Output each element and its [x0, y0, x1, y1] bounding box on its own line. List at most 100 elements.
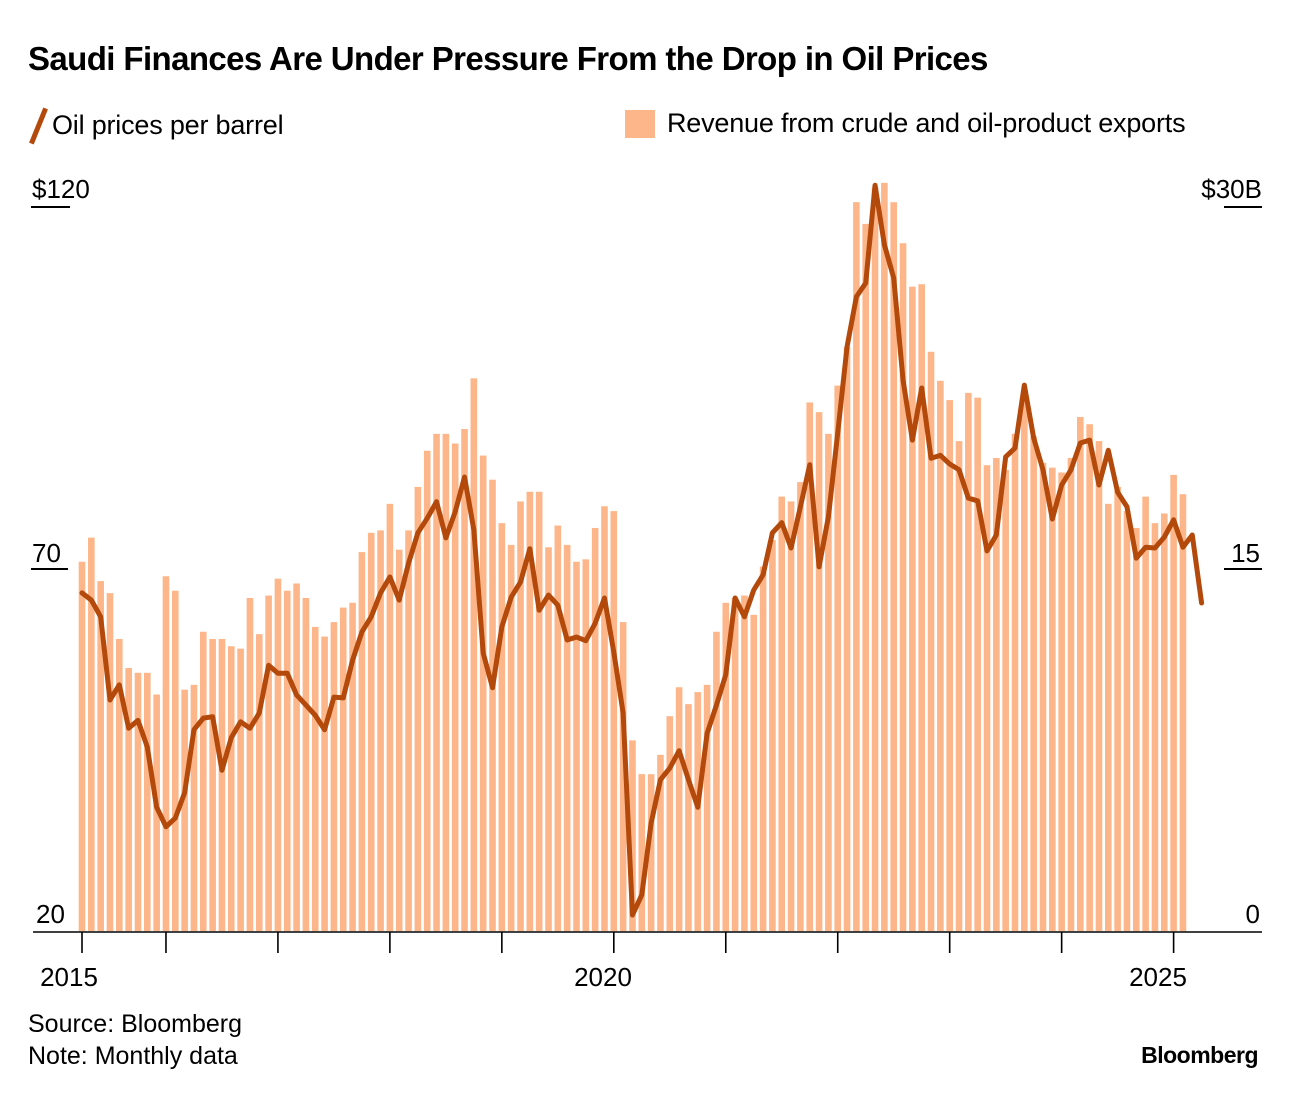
revenue-bar — [1067, 457, 1075, 931]
revenue-bar — [1049, 467, 1056, 931]
revenue-bar — [1114, 486, 1121, 931]
revenue-bar — [815, 412, 823, 931]
revenue-bar — [1039, 462, 1047, 931]
revenue-bar — [349, 602, 356, 931]
revenue-bar — [386, 503, 394, 931]
revenue-bar — [993, 457, 1000, 931]
revenue-bar — [974, 397, 981, 931]
revenue-bar — [423, 450, 431, 931]
revenue-bar — [769, 540, 776, 931]
revenue-bar — [545, 547, 552, 931]
revenue-bar — [181, 689, 188, 931]
revenue-bar — [927, 351, 935, 931]
data-note: Note: Monthly data — [28, 1042, 238, 1070]
revenue-bar — [862, 223, 870, 931]
revenue-bar — [116, 638, 123, 931]
x-tick-label-2025: 2025 — [1129, 962, 1187, 992]
revenue-bar — [573, 561, 580, 931]
revenue-bar — [461, 429, 468, 931]
revenue-bar — [479, 455, 487, 931]
revenue-bar — [451, 443, 459, 931]
revenue-bar — [209, 638, 216, 931]
revenue-bar — [293, 583, 300, 931]
revenue-bar — [675, 687, 683, 931]
revenue-bar — [965, 392, 972, 932]
revenue-bar — [358, 552, 366, 931]
revenue-bar — [1002, 470, 1009, 931]
revenue-bar — [871, 187, 879, 931]
legend-item-oil-price: Oil prices per barrel — [30, 108, 284, 142]
revenue-bar — [283, 590, 291, 931]
revenue-bar — [489, 479, 496, 931]
revenue-bar — [172, 590, 179, 931]
revenue-bar — [666, 716, 674, 931]
revenue-bar — [778, 496, 786, 931]
revenue-bar — [395, 549, 403, 931]
revenue-bar — [685, 704, 692, 931]
bloomberg-logo: Bloomberg — [1141, 1042, 1258, 1068]
revenue-bar — [442, 433, 450, 931]
revenue-bar — [1077, 416, 1084, 932]
revenue-bar — [918, 284, 925, 932]
revenue-bar — [890, 202, 898, 932]
revenue-bar — [311, 626, 319, 931]
revenue-bar — [1095, 441, 1103, 931]
revenue-bar — [722, 602, 730, 931]
source-note: Source: Bloomberg — [28, 1010, 243, 1038]
revenue-bar — [470, 378, 478, 932]
revenue-bar — [694, 692, 702, 931]
revenue-bar — [909, 286, 916, 931]
revenue-bar — [302, 597, 310, 931]
revenue-bar — [853, 202, 860, 932]
revenue-bar — [713, 631, 720, 931]
revenue-bar — [144, 672, 151, 931]
revenue-bar — [377, 530, 384, 931]
revenue-bars — [78, 182, 1187, 932]
revenue-bar — [339, 607, 347, 931]
revenue-bar — [1011, 433, 1019, 931]
revenue-bar — [78, 561, 86, 931]
revenue-bar — [937, 380, 944, 931]
revenue-bar — [983, 465, 991, 931]
revenue-bar — [414, 486, 422, 931]
revenue-bar — [1132, 527, 1140, 931]
y-right-tick-0: 0 — [1245, 899, 1260, 929]
revenue-bar — [125, 667, 132, 931]
revenue-bar — [955, 441, 963, 931]
revenue-bar — [657, 754, 664, 931]
revenue-bar — [1086, 424, 1093, 931]
revenue-bar — [1058, 472, 1065, 931]
revenue-bar — [787, 501, 795, 931]
y-right-tick-15: 15 — [1231, 538, 1260, 568]
revenue-bar — [535, 491, 543, 931]
x-tick-label-2020: 2020 — [574, 962, 632, 992]
revenue-bar — [255, 634, 263, 931]
revenue-bar — [227, 646, 235, 931]
revenue-bar — [321, 636, 328, 931]
revenue-bar — [1142, 496, 1149, 931]
chart-title: Saudi Finances Are Under Pressure From t… — [28, 40, 988, 77]
legend-item-revenue: Revenue from crude and oil-product expor… — [625, 108, 1186, 139]
revenue-bar — [498, 523, 506, 931]
revenue-bar — [237, 648, 244, 931]
revenue-bar — [405, 530, 412, 931]
revenue-bar — [582, 559, 590, 931]
revenue-bar — [106, 593, 114, 931]
oil-price-line — [79, 182, 1205, 918]
revenue-bar — [843, 346, 851, 932]
revenue-bar — [899, 243, 907, 931]
revenue-bar — [507, 544, 515, 931]
revenue-bar — [619, 622, 627, 931]
revenue-bar — [526, 491, 534, 931]
revenue-bar — [265, 595, 272, 931]
revenue-bar — [563, 544, 571, 931]
revenue-bar — [601, 506, 608, 931]
revenue-bar — [554, 525, 562, 931]
revenue-bar — [199, 631, 207, 931]
revenue-bar — [731, 597, 739, 931]
legend-bar-swatch-icon — [625, 109, 655, 138]
revenue-bar — [88, 537, 95, 931]
revenue-bar — [1021, 395, 1028, 931]
revenue-bar — [638, 774, 646, 931]
legend-label-oil-price: Oil prices per barrel — [52, 109, 284, 140]
